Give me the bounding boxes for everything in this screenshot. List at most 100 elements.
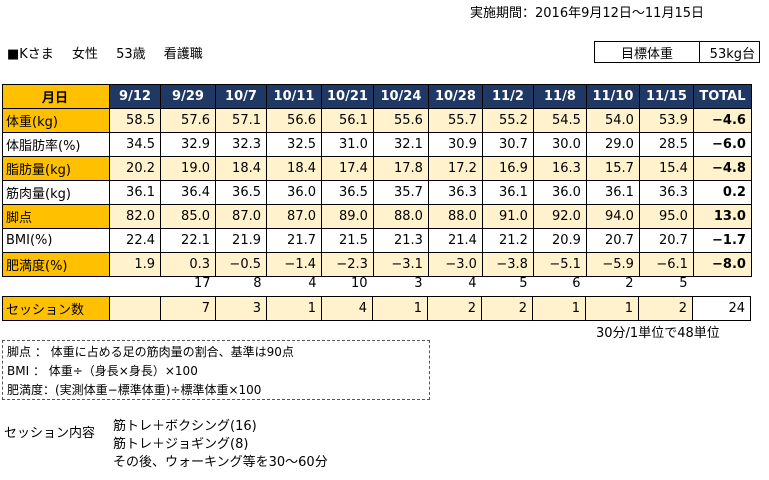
days-total-spacer	[693, 272, 751, 296]
session-content-item: 筋トレ＋ジョギング(8)	[113, 437, 249, 452]
value-cell: 36.5	[215, 180, 267, 205]
value-cell: 82.0	[109, 204, 161, 229]
value-cell: 57.1	[215, 108, 267, 133]
days-between-cell: 8	[253, 276, 262, 292]
session-table: 17 8 4 10 3 4 5 6 2 5 セッション数 7 3 1 4 1 2 2 1 1 2 24	[2, 272, 751, 321]
goal-value: 53kg台	[709, 46, 755, 62]
value-cell: 57.6	[160, 108, 216, 133]
value-cell: 36.0	[266, 180, 322, 205]
days-between-cell: 5	[519, 276, 528, 292]
value-cell: 32.3	[215, 132, 267, 157]
value-cell: 32.5	[266, 132, 322, 157]
session-value-cell: 1	[372, 295, 428, 321]
date-header-cell: 10/28	[427, 84, 483, 109]
value-cell: 20.9	[532, 228, 587, 253]
days-between-row: 17 8 4 10 3 4 5 6 2 5	[3, 272, 751, 296]
value-cell: 88.0	[372, 204, 429, 229]
value-cell: 35.7	[372, 180, 429, 205]
value-cell: 21.9	[215, 228, 267, 253]
value-cell: 56.1	[321, 108, 374, 133]
value-cell: −5.1	[532, 252, 587, 277]
session-value-cell	[109, 295, 161, 321]
value-cell: 0.3	[160, 252, 216, 277]
date-header-cell: 10/24	[372, 84, 429, 109]
header-row: 月日 9/12 9/29 10/7 10/11 10/21 10/24 10/28 11/2 11…	[2, 84, 752, 109]
days-between-cell: 5	[679, 276, 688, 292]
session-content-list: 筋トレ＋ボクシング(16) 筋トレ＋ジョギング(8) その後、ウォーキング等を3…	[113, 418, 328, 472]
row-label-cell: 体重(kg)	[2, 108, 110, 133]
session-value-cell: 2	[481, 295, 533, 321]
client-info: ■Kさま 女性 53歳 看護職	[7, 43, 217, 62]
value-cell: 54.0	[585, 108, 640, 133]
session-value-cell: 7	[160, 295, 216, 321]
value-cell: 21.3	[372, 228, 429, 253]
value-cell: 15.4	[638, 156, 694, 181]
total-cell: 13.0	[692, 204, 752, 229]
total-cell: −8.0	[692, 252, 752, 277]
value-cell: 17.4	[321, 156, 374, 181]
value-cell: 28.5	[638, 132, 694, 157]
value-cell: 21.5	[321, 228, 374, 253]
value-cell: 55.2	[481, 108, 534, 133]
days-between-cell: 17	[193, 276, 211, 292]
row-label-cell: 筋肉量(kg)	[2, 180, 110, 205]
session-value-cell: 4	[321, 295, 373, 321]
session-row: セッション数 7 3 1 4 1 2 2 1 1 2 24	[2, 295, 751, 321]
session-content-label: セッション内容	[4, 426, 96, 441]
value-cell: 30.7	[481, 132, 534, 157]
notes-box: 脚点 ： 体重に占める足の筋肉量の割合、基準は90点 BMI ： 体重÷（身長×…	[2, 340, 430, 400]
value-cell: 54.5	[532, 108, 587, 133]
table-row: BMI(%) 22.4 22.1 21.9 21.7 21.5 21.3 21.4 21.2 20…	[2, 228, 752, 253]
value-cell: 16.3	[532, 156, 587, 181]
value-cell: −5.9	[585, 252, 640, 277]
days-between-cell: 10	[350, 276, 368, 292]
value-cell: −3.1	[372, 252, 429, 277]
value-cell: 34.5	[109, 132, 161, 157]
goal-label: 目標体重	[595, 42, 700, 62]
note-leg-score: 脚点 ： 体重に占める足の筋肉量の割合、基準は90点	[7, 345, 294, 359]
value-cell: 89.0	[321, 204, 374, 229]
date-header-cell: 10/21	[321, 84, 374, 109]
days-between-cell: 6	[572, 276, 581, 292]
value-cell: 36.5	[321, 180, 374, 205]
table-row: 体重(kg) 58.5 57.6 57.1 56.6 56.1 55.6 55.7 55.2 54…	[2, 108, 752, 133]
date-header-cell: 10/7	[215, 84, 267, 109]
date-header-cell: 11/15	[638, 84, 694, 109]
value-cell: −2.3	[321, 252, 374, 277]
value-cell: 36.1	[109, 180, 161, 205]
value-cell: 19.0	[160, 156, 216, 181]
value-cell: 32.9	[160, 132, 216, 157]
days-between-cell: 2	[625, 276, 634, 292]
period-text: 実施期間：2016年9月12日～11月15日	[470, 6, 704, 21]
days-between-cell	[110, 272, 161, 296]
table-row: 体脂肪率(%) 34.5 32.9 32.3 32.5 31.0 32.1 30.9 30.7 3…	[2, 132, 752, 157]
session-label-cell: セッション数	[2, 295, 110, 321]
days-between-cell: 4	[468, 276, 477, 292]
client-gender: 女性	[71, 47, 98, 62]
value-cell: 18.4	[215, 156, 267, 181]
table-row: 脂肪量(kg) 20.2 19.0 18.4 18.4 17.4 17.8 17.2 16.9 1…	[2, 156, 752, 181]
session-content-item: その後、ウォーキング等を30〜60分	[113, 455, 328, 470]
date-header-cell: 11/2	[481, 84, 534, 109]
session-value-cell: 1	[585, 295, 639, 321]
total-cell: 0.2	[692, 180, 752, 205]
total-cell: −4.6	[692, 108, 752, 133]
value-cell: 53.9	[638, 108, 694, 133]
total-cell: −1.7	[692, 228, 752, 253]
days-between-cell: 4	[308, 276, 317, 292]
value-cell: 21.4	[427, 228, 483, 253]
client-age: 53歳	[116, 47, 146, 62]
value-cell: 22.1	[160, 228, 216, 253]
value-cell: 85.0	[160, 204, 216, 229]
value-cell: 36.3	[427, 180, 483, 205]
value-cell: 15.7	[585, 156, 640, 181]
value-cell: 20.2	[109, 156, 161, 181]
date-header-cell: 9/12	[109, 84, 161, 109]
table-row: 脚点 82.0 85.0 87.0 87.0 89.0 88.0 88.0 91.0 92.0 94…	[2, 204, 752, 229]
value-cell: 92.0	[532, 204, 587, 229]
unit-note: 30分/1単位で48単位	[596, 326, 720, 341]
value-cell: −3.0	[427, 252, 483, 277]
value-cell: 31.0	[321, 132, 374, 157]
date-header-cell: 9/29	[160, 84, 216, 109]
note-obesity: 肥満度：(実測体重−標準体重)÷標準体重×100	[7, 383, 262, 397]
